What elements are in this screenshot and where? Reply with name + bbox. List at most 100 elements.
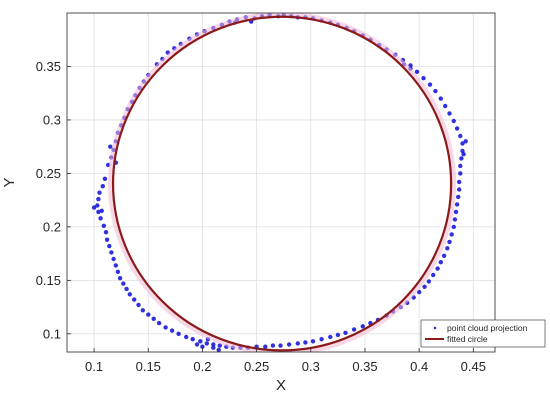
y-tick-label: 0.15: [36, 273, 61, 288]
scatter-point: [431, 272, 436, 278]
y-tick-label: 0.1: [43, 326, 61, 341]
scatter-point: [426, 279, 432, 284]
y-axis-label: Y: [1, 177, 18, 187]
axis-ticks: 0.1 0.15 0.2 0.25 0.3 0.35 0.4 0.45 0.1 0.15 0.2 0.…: [36, 59, 486, 374]
scatter-point: [449, 232, 454, 237]
scatter-point: [461, 152, 466, 157]
scatter-point: [459, 156, 464, 161]
scatter-point: [95, 203, 100, 208]
scatter-point: [451, 118, 456, 124]
scatter-point: [454, 202, 460, 207]
scatter-point: [127, 292, 132, 297]
scatter-point: [99, 208, 104, 213]
scatter-point: [453, 209, 459, 215]
scatter-point: [109, 250, 114, 255]
scatter-point: [100, 184, 106, 189]
scatter-point: [278, 343, 283, 348]
scatter-point: [286, 342, 292, 347]
scatter-point: [438, 260, 443, 265]
plot-frame: [66, 12, 496, 353]
scatter-point: [319, 337, 324, 342]
scatter-point: [451, 224, 456, 230]
x-tick-label: 0.2: [193, 359, 211, 374]
legend: point cloud projection fitted circle: [420, 319, 546, 348]
scatter-point: [163, 325, 168, 330]
fitted-circle-series: [108, 13, 457, 352]
scatter-point: [217, 343, 222, 348]
scatter-point: [211, 342, 216, 347]
legend-entry-point-cloud: point cloud projection: [447, 323, 528, 333]
scatter-point: [111, 256, 116, 262]
scatter-point: [200, 344, 205, 349]
y-tick-label: 0.35: [36, 59, 61, 74]
scatter-point: [422, 284, 427, 289]
x-tick-label: 0.15: [136, 359, 161, 374]
scatter-point: [194, 342, 200, 347]
scatter-point: [136, 302, 141, 308]
scatter-point: [421, 76, 426, 81]
scatter-point: [140, 308, 145, 313]
scatter-point: [457, 187, 462, 192]
x-tick-label: 0.3: [302, 359, 320, 374]
fitted-circle-halo: [108, 13, 457, 352]
scatter-point: [438, 96, 443, 101]
scatter-point: [184, 334, 189, 340]
y-tick-label: 0.2: [43, 219, 61, 234]
scatter-point: [91, 205, 97, 210]
fitted-circle-line: [111, 15, 453, 352]
scatter-point: [463, 139, 468, 144]
scatter-point: [458, 163, 463, 169]
x-axis-label: X: [276, 377, 286, 394]
scatter-point: [97, 190, 102, 195]
scatter-point: [458, 133, 463, 139]
scatter-point: [460, 141, 465, 146]
scatter-point: [456, 194, 461, 200]
scatter-point: [211, 345, 216, 350]
scatter-point: [169, 328, 175, 333]
scatter-point: [104, 237, 110, 242]
scatter-point: [176, 331, 181, 336]
scatter-point: [351, 327, 357, 332]
scatter-point: [457, 179, 462, 185]
scatter-point: [98, 216, 103, 221]
scatter-point: [447, 239, 452, 245]
scatter-point: [263, 344, 268, 349]
x-tick-label: 0.25: [244, 359, 269, 374]
scatter-point: [435, 266, 440, 271]
scatter-point: [115, 269, 121, 274]
scatter-point: [107, 243, 112, 249]
scatter-point: [204, 341, 209, 346]
scatter-point: [198, 339, 203, 344]
scatter-point: [156, 320, 162, 326]
y-tick-label: 0.25: [36, 166, 61, 181]
scatter-point: [102, 176, 108, 181]
scatter-point: [452, 217, 458, 222]
scatter-point: [117, 276, 123, 281]
scatter-point: [295, 341, 300, 346]
x-tick-label: 0.4: [410, 359, 428, 374]
scatter-point: [216, 347, 221, 352]
x-tick-label: 0.45: [461, 359, 486, 374]
y-tick-label: 0.3: [43, 112, 61, 127]
scatter-point: [270, 343, 276, 348]
scatter-point: [310, 339, 316, 344]
scatter-point: [445, 246, 450, 251]
scatter-point: [433, 88, 438, 94]
scatter-point: [151, 316, 156, 321]
scatter-point: [303, 340, 308, 345]
scatter-point: [190, 337, 195, 342]
scatter-point: [427, 82, 433, 87]
plot-content: [91, 13, 468, 352]
scatter-point: [108, 144, 113, 149]
scatter-point: [146, 312, 151, 317]
scatter-point: [454, 126, 460, 131]
scatter-point: [328, 334, 333, 340]
scatter-point: [443, 103, 448, 109]
scatter-point: [124, 286, 129, 292]
scatter-point: [360, 324, 365, 329]
scatter-point: [458, 171, 463, 176]
scatter-point: [113, 263, 119, 268]
scatter-point: [447, 111, 452, 116]
